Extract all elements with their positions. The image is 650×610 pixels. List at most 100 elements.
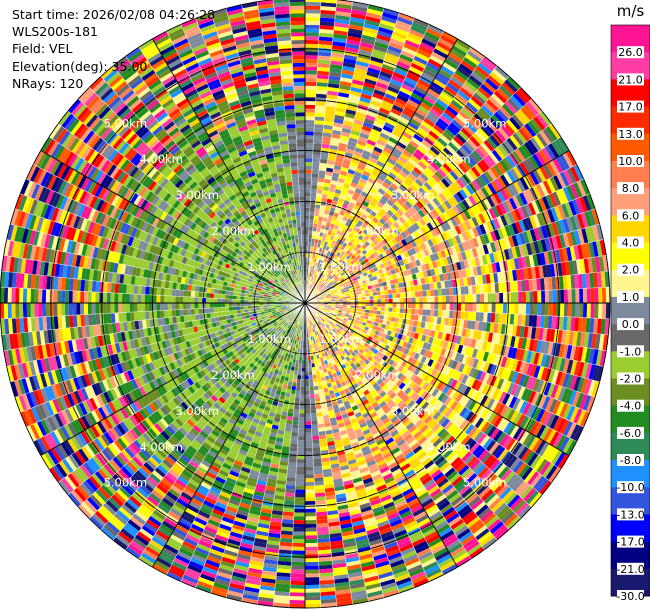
- velocity-gate: [295, 394, 301, 399]
- velocity-gate: [394, 23, 411, 33]
- velocity-gate: [305, 131, 314, 136]
- velocity-gate: [350, 129, 361, 137]
- velocity-gate: [548, 303, 553, 316]
- velocity-gate: [312, 447, 321, 452]
- velocity-gate: [439, 114, 452, 126]
- velocity-gate: [305, 55, 318, 60]
- velocity-gate: [305, 363, 309, 368]
- velocity-gate: [358, 207, 366, 214]
- velocity-gate: [313, 466, 323, 471]
- velocity-gate: [324, 276, 328, 281]
- velocity-gate: [367, 190, 376, 198]
- velocity-gate: [316, 408, 323, 413]
- velocity-gate: [396, 298, 401, 303]
- velocity-gate: [305, 398, 311, 403]
- velocity-gate: [320, 278, 325, 283]
- velocity-gate: [305, 588, 321, 593]
- velocity-gate: [318, 216, 324, 221]
- velocity-gate: [479, 59, 495, 72]
- velocity-gate: [326, 198, 333, 204]
- velocity-gate: [331, 133, 341, 139]
- velocity-gate: [336, 256, 341, 262]
- velocity-gate: [407, 303, 412, 309]
- velocity-gate: [337, 146, 347, 153]
- velocity-gate: [441, 288, 446, 296]
- velocity-gate: [316, 82, 329, 87]
- velocity-gate: [316, 263, 321, 268]
- velocity-gate: [343, 199, 350, 206]
- velocity-gate: [454, 69, 469, 81]
- velocity-gate: [311, 435, 320, 441]
- velocity-gate: [419, 123, 431, 134]
- velocity-gate: [345, 192, 354, 199]
- velocity-gate: [469, 47, 485, 60]
- velocity-gate: [305, 561, 319, 567]
- velocity-gate: [293, 520, 305, 525]
- velocity-gate: [492, 68, 507, 83]
- velocity-gate: [386, 157, 397, 166]
- velocity-gate: [305, 584, 320, 589]
- velocity-gate: [367, 67, 381, 75]
- velocity-gate: [466, 77, 481, 90]
- velocity-gate: [582, 288, 588, 303]
- velocity-gate: [291, 431, 299, 437]
- velocity-gate: [294, 401, 300, 406]
- velocity-gate: [364, 197, 372, 204]
- velocity-gate: [455, 93, 469, 105]
- velocity-gate: [475, 65, 490, 78]
- velocity-gate: [426, 61, 441, 72]
- velocity-gate: [332, 126, 343, 132]
- velocity-gate: [455, 38, 472, 51]
- velocity-gate: [391, 129, 403, 138]
- velocity-gate: [345, 109, 357, 116]
- velocity-gate: [335, 266, 341, 271]
- velocity-gate: [348, 185, 357, 192]
- velocity-gate: [289, 596, 305, 601]
- velocity-gate: [417, 127, 429, 137]
- velocity-gate: [325, 171, 333, 177]
- velocity-gate: [464, 294, 469, 303]
- velocity-gate: [440, 34, 456, 46]
- velocity-gate: [353, 204, 361, 211]
- velocity-gate: [305, 360, 309, 364]
- velocity-gate: [385, 161, 395, 169]
- velocity-gate: [463, 124, 475, 136]
- velocity-gate: [379, 208, 387, 216]
- velocity-gate: [525, 291, 530, 303]
- velocity-gate: [305, 78, 317, 83]
- velocity-gate: [384, 294, 389, 299]
- velocity-gate: [393, 68, 408, 77]
- velocity-gate: [367, 135, 378, 143]
- velocity-gate: [305, 165, 313, 170]
- velocity-gate: [362, 187, 370, 195]
- velocity-gate: [310, 409, 317, 414]
- velocity-gate: [434, 121, 447, 132]
- velocity-gate: [315, 270, 319, 276]
- velocity-gate: [382, 96, 395, 105]
- velocity-gate: [362, 149, 372, 157]
- velocity-gate: [365, 142, 375, 150]
- velocity-gate: [323, 182, 331, 188]
- velocity-gate: [408, 66, 423, 76]
- velocity-gate: [301, 360, 305, 364]
- velocity-gate: [430, 309, 435, 317]
- velocity-gate: [482, 56, 497, 69]
- velocity-gate: [338, 253, 344, 259]
- velocity-gate: [314, 238, 319, 244]
- velocity-gate: [305, 39, 319, 45]
- velocity-gate: [309, 276, 312, 281]
- velocity-gate: [360, 174, 370, 181]
- velocity-gate: [313, 287, 317, 292]
- velocity-gate: [324, 206, 331, 211]
- velocity-gate: [327, 194, 334, 200]
- velocity-gate: [369, 210, 377, 218]
- velocity-gate: [354, 171, 363, 178]
- velocity-gate: [441, 310, 446, 318]
- velocity-gate: [502, 292, 508, 303]
- velocity-gate: [309, 219, 314, 224]
- velocity-gate: [396, 303, 401, 308]
- velocity-gate: [381, 181, 391, 189]
- velocity-gate: [408, 28, 425, 39]
- velocity-gate: [432, 124, 445, 135]
- velocity-gate: [305, 43, 319, 48]
